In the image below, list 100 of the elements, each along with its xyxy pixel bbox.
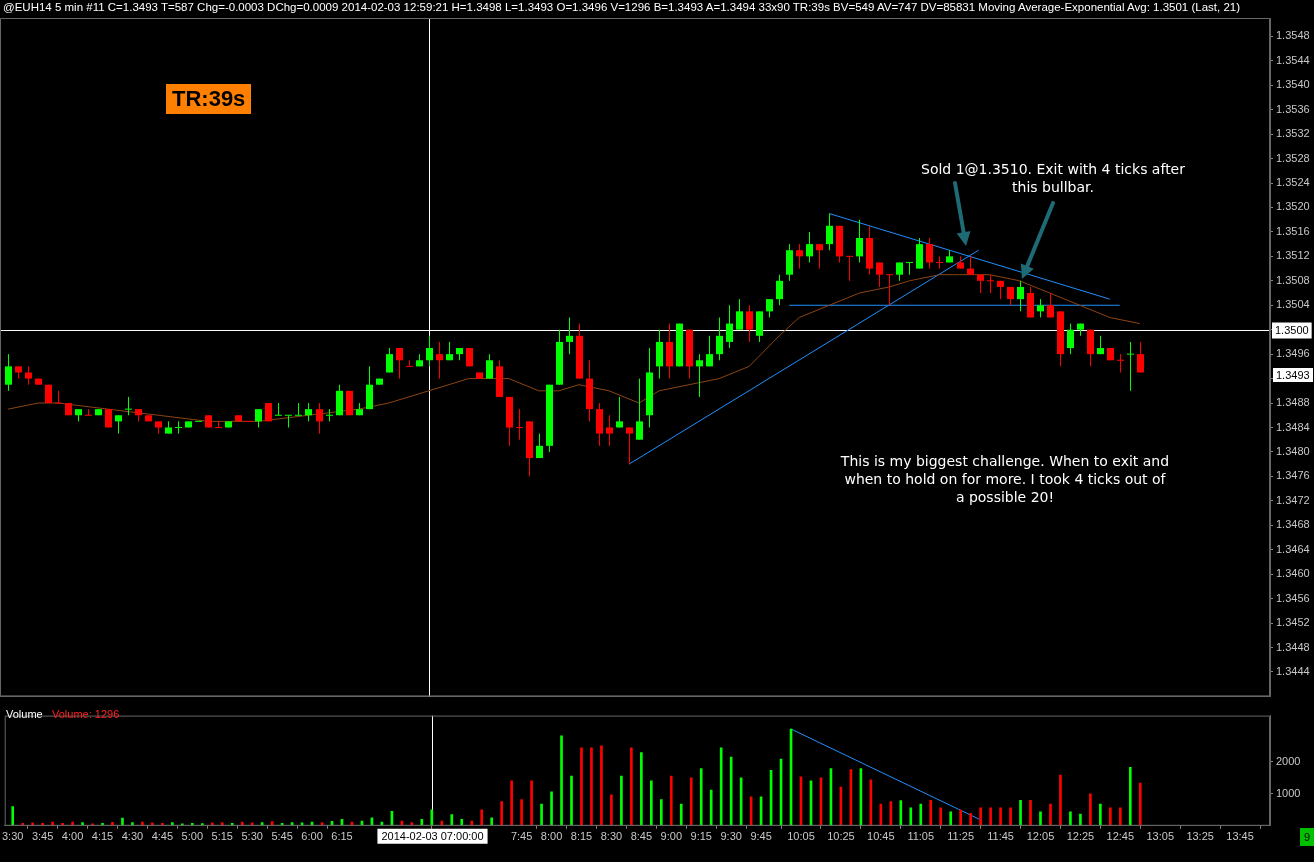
- bar: [610, 794, 613, 826]
- x-tick-label: 13:25: [1186, 830, 1214, 843]
- x-tick-label: 6:15: [331, 830, 353, 843]
- bar: [220, 822, 224, 826]
- x-tick-label: 9:15: [690, 830, 712, 843]
- candlestick: [1047, 292, 1054, 318]
- bar: [630, 747, 633, 826]
- chart-title: @EUH14 5 min #11 C=1.3493 T=587 Chg=-0.0003 DChg=0.0009 2014-02-03 12:59:21 H=1.3498 L=1.3493 O=1.3496 V=1296 B=1.3493 A=1.3494 33x90 TR:39s BV=549 AV=747 DV=85831 Moving Average-Exponential Avg: 1.3501 (Last, 21): [3, 1, 1241, 13]
- candlestick: [396, 347, 403, 380]
- candlestick: [626, 426, 633, 465]
- bar: [430, 809, 434, 826]
- bar: [719, 747, 723, 826]
- y-tick-label: 1.3472: [1276, 493, 1310, 506]
- x-tick-label: 6:00: [301, 830, 323, 843]
- bar: [679, 803, 683, 826]
- y-tick-label: 1.3496: [1276, 347, 1310, 360]
- bar: [590, 747, 593, 826]
- candlestick: [486, 353, 493, 380]
- bar: [570, 775, 573, 826]
- bar: [650, 780, 653, 826]
- x-tick-label: 5:15: [211, 830, 233, 843]
- bar: [620, 775, 623, 826]
- x-tick-label: 3:30: [1, 830, 24, 843]
- bar: [709, 789, 713, 826]
- x-tick-label: 13:45: [1226, 830, 1254, 843]
- y-tick-label: 1.3448: [1276, 640, 1310, 653]
- candlestick: [776, 274, 783, 306]
- bar: [1049, 803, 1052, 826]
- bar: [949, 811, 953, 826]
- x-tick-label: 8:45: [630, 830, 653, 843]
- y-tick-label: 1.3520: [1276, 200, 1310, 213]
- candlestick: [25, 365, 32, 386]
- candlestick: [856, 219, 863, 263]
- bar: [530, 780, 533, 826]
- x-tick-label: 10:25: [827, 830, 855, 843]
- candlestick: [386, 347, 393, 373]
- y-tick-label: 1.3544: [1276, 53, 1310, 66]
- y-tick-label: 1.3468: [1276, 518, 1310, 531]
- bar: [899, 800, 903, 826]
- bar: [420, 819, 424, 826]
- bar: [131, 822, 134, 826]
- text: 9: [1300, 828, 1314, 846]
- candlestick: [436, 341, 443, 380]
- bar: [1009, 807, 1012, 826]
- candlestick: [1137, 341, 1144, 373]
- candlestick: [746, 304, 753, 343]
- bar: [1109, 807, 1112, 826]
- bar: [490, 817, 493, 826]
- bar: [1089, 793, 1092, 826]
- x-tick-label: 3:45: [31, 830, 54, 843]
- x-tick-label: 5:45: [271, 830, 293, 843]
- candlestick: [905, 261, 914, 276]
- bar: [550, 791, 553, 826]
- candlestick: [826, 213, 833, 251]
- candlestick: [616, 396, 623, 428]
- candlestick: [5, 353, 12, 392]
- candlestick: [967, 255, 974, 276]
- candlestick: [426, 335, 433, 367]
- bar: [450, 814, 454, 826]
- candlestick: [294, 402, 303, 416]
- bar: [979, 807, 982, 826]
- bar: [11, 806, 15, 826]
- ref-line-label: 1.3500: [1275, 323, 1309, 336]
- candlestick: [706, 335, 713, 367]
- x-tick-label: 12:05: [1026, 830, 1055, 843]
- candlestick: [325, 408, 334, 422]
- bar: [540, 803, 543, 826]
- x-tick-label: 4:30: [121, 830, 144, 843]
- candlestick: [1126, 341, 1135, 392]
- x-tick-label: 4:15: [91, 830, 114, 843]
- bar: [81, 822, 84, 826]
- x-tick-label: 9:00: [660, 830, 682, 843]
- candlestick: [405, 359, 414, 367]
- candlestick: [54, 390, 63, 404]
- candlestick: [255, 408, 262, 428]
- x-tick-label: 4:00: [61, 830, 84, 843]
- x-tick-label: 10:05: [787, 830, 815, 843]
- bar: [969, 813, 972, 826]
- candlestick: [896, 261, 903, 282]
- bar: [1029, 799, 1032, 826]
- y-tick-label: 1.3484: [1276, 420, 1310, 433]
- y-tick-label: 1.3504: [1276, 298, 1310, 311]
- bar: [909, 807, 913, 826]
- candlestick: [284, 414, 293, 428]
- bar: [520, 799, 523, 826]
- y-tick-label: 1.3524: [1276, 176, 1310, 189]
- bar: [989, 807, 992, 826]
- bar: [1138, 782, 1142, 826]
- text: 1.3493: [1273, 368, 1313, 382]
- y-tick-label: 2000: [1276, 754, 1301, 767]
- bar: [1128, 767, 1132, 826]
- y-tick-label: 1.3476: [1276, 469, 1310, 482]
- bar: [560, 735, 563, 826]
- y-tick-label: 1.3480: [1276, 444, 1310, 457]
- candlestick: [1067, 323, 1074, 355]
- bar: [699, 768, 703, 826]
- y-tick-label: 1.3456: [1276, 591, 1310, 604]
- annotation: Volume: 1296: [52, 708, 120, 720]
- candlestick: [214, 420, 223, 428]
- y-tick-label: 1.3488: [1276, 396, 1310, 409]
